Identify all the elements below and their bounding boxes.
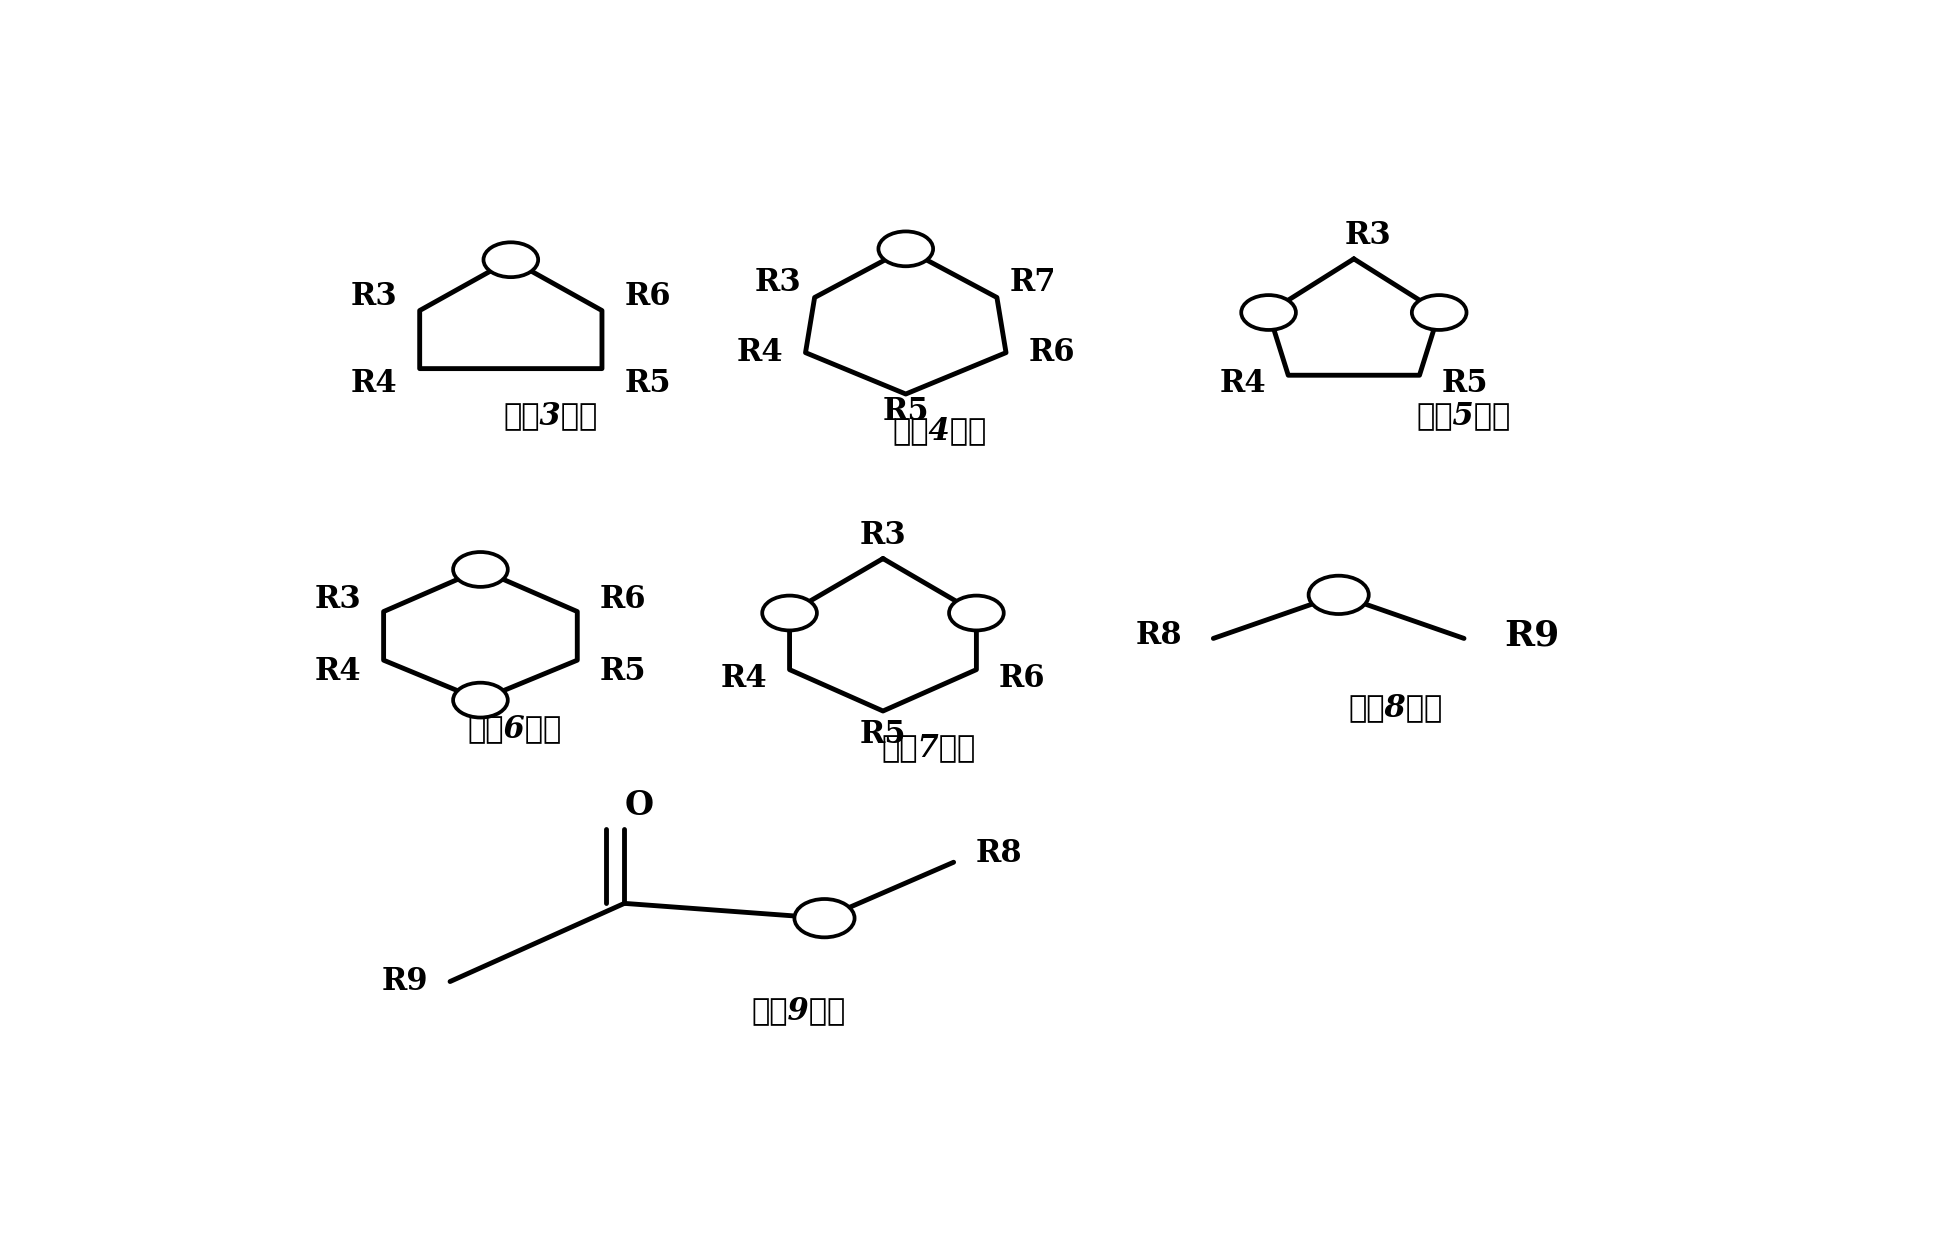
Text: R6: R6 <box>1000 662 1045 694</box>
Text: R3: R3 <box>316 585 361 616</box>
Text: R9: R9 <box>382 967 427 997</box>
Text: R5: R5 <box>600 656 647 688</box>
Circle shape <box>794 899 855 938</box>
Circle shape <box>949 596 1004 631</box>
Text: 式（5），: 式（5）， <box>1417 400 1511 431</box>
Text: R5: R5 <box>625 367 670 398</box>
Text: R6: R6 <box>1029 337 1074 368</box>
Text: O: O <box>625 788 655 822</box>
Circle shape <box>453 552 508 587</box>
Text: 式（4），: 式（4）， <box>894 415 988 446</box>
Text: 式（6），: 式（6）， <box>468 714 563 744</box>
Circle shape <box>453 683 508 718</box>
Text: 式（9）；: 式（9）； <box>751 994 847 1026</box>
Text: R4: R4 <box>351 367 398 398</box>
Text: R5: R5 <box>1443 368 1488 400</box>
Text: R8: R8 <box>1135 620 1182 651</box>
Circle shape <box>484 243 539 277</box>
Text: R3: R3 <box>755 268 802 298</box>
Text: R5: R5 <box>882 396 929 427</box>
Text: 式（3），: 式（3）， <box>504 400 598 431</box>
Text: R4: R4 <box>721 662 766 694</box>
Circle shape <box>1411 295 1466 329</box>
Text: R5: R5 <box>860 719 906 749</box>
Text: R3: R3 <box>860 520 906 551</box>
Text: R4: R4 <box>1219 368 1266 400</box>
Circle shape <box>762 596 817 631</box>
Text: R6: R6 <box>600 585 647 616</box>
Text: R6: R6 <box>625 280 670 312</box>
Text: R7: R7 <box>1009 268 1056 298</box>
Text: R8: R8 <box>976 838 1023 869</box>
Text: R4: R4 <box>737 337 784 368</box>
Circle shape <box>1241 295 1296 329</box>
Text: R3: R3 <box>351 280 398 312</box>
Circle shape <box>878 231 933 266</box>
Text: R4: R4 <box>316 656 361 688</box>
Text: 式（8），: 式（8）， <box>1348 691 1443 723</box>
Text: R3: R3 <box>1345 220 1392 251</box>
Text: 式（7），: 式（7）， <box>882 732 976 763</box>
Circle shape <box>1309 576 1368 613</box>
Text: R9: R9 <box>1505 618 1560 652</box>
